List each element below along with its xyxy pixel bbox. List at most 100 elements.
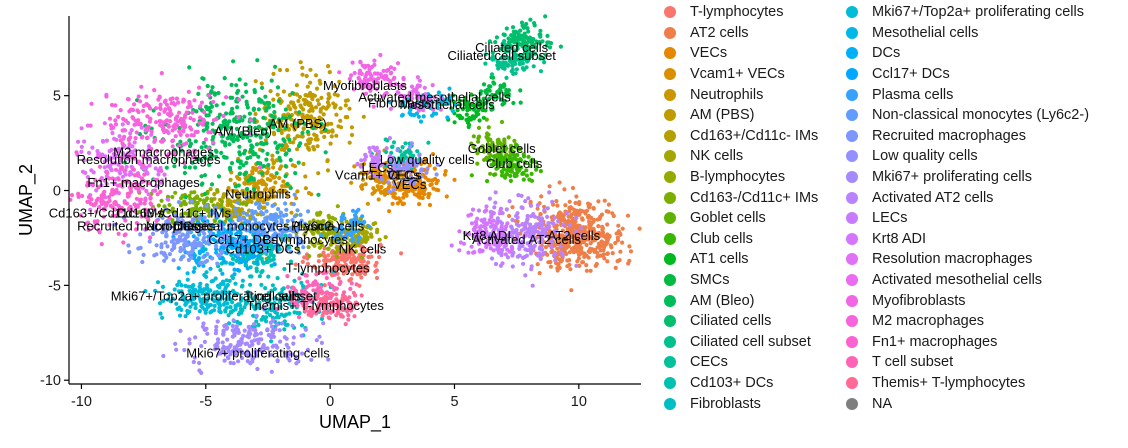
cell-point <box>427 163 432 168</box>
cell-point <box>510 63 515 68</box>
cell-point <box>230 243 235 248</box>
cell-point <box>237 150 242 155</box>
cell-point <box>359 184 364 189</box>
cell-point <box>517 246 522 251</box>
cell-point <box>522 46 527 51</box>
cell-point <box>548 41 554 46</box>
cell-point <box>185 277 190 282</box>
cell-point <box>391 187 396 192</box>
cell-point <box>336 238 341 243</box>
cell-point <box>359 255 365 260</box>
cell-point <box>206 303 211 308</box>
cell-point <box>327 215 332 220</box>
cell-point <box>616 223 621 228</box>
cell-point <box>549 250 554 255</box>
cell-point <box>255 160 260 166</box>
cell-point <box>580 209 585 214</box>
cell-point <box>481 82 487 87</box>
cell-point <box>499 46 504 52</box>
cell-point <box>493 40 498 45</box>
cell-point <box>162 228 167 233</box>
cell-point <box>278 295 283 300</box>
cell-point <box>249 199 254 204</box>
cell-point <box>147 119 152 124</box>
cell-point <box>244 194 249 199</box>
cell-point <box>216 290 221 295</box>
cell-point <box>349 125 354 130</box>
cell-point <box>164 165 169 170</box>
cell-point <box>515 211 520 216</box>
cell-point <box>181 128 186 133</box>
cell-point <box>524 168 529 173</box>
cell-point <box>231 318 236 323</box>
cell-point <box>264 186 269 192</box>
cell-point <box>264 182 269 187</box>
cell-point <box>215 261 220 266</box>
cell-point <box>182 295 187 300</box>
cell-point <box>256 124 262 129</box>
cell-point <box>271 334 277 339</box>
cell-point <box>511 100 516 106</box>
cell-point <box>159 198 164 203</box>
cell-point <box>406 186 411 191</box>
cell-point <box>254 302 259 308</box>
cell-point <box>608 243 613 248</box>
cell-point <box>187 337 192 342</box>
cell-point <box>512 162 517 168</box>
cell-point <box>527 163 533 169</box>
cell-point <box>170 96 175 101</box>
cell-point <box>261 247 266 252</box>
cell-point <box>153 223 158 228</box>
cell-point <box>487 196 492 201</box>
cell-point <box>234 189 239 194</box>
cell-point <box>159 168 164 173</box>
cell-point <box>204 122 209 127</box>
cell-point <box>256 180 261 185</box>
cell-point <box>167 113 173 118</box>
cell-point <box>242 181 248 186</box>
cell-point <box>219 198 224 203</box>
cell-point <box>248 118 253 123</box>
cell-point <box>542 60 547 65</box>
cell-point <box>530 44 535 49</box>
cell-point <box>237 144 242 149</box>
cell-point <box>187 220 192 225</box>
cell-point <box>501 167 506 172</box>
cell-point <box>252 247 257 252</box>
cell-point <box>248 155 253 160</box>
cell-point <box>561 236 567 241</box>
cell-point <box>208 187 213 192</box>
cell-point <box>125 191 130 196</box>
cell-point <box>574 194 579 199</box>
cell-point <box>285 181 290 187</box>
cell-point <box>613 240 618 246</box>
cell-point <box>510 217 515 223</box>
cell-point <box>617 258 622 263</box>
cell-point <box>261 261 266 266</box>
cell-point <box>293 121 298 126</box>
cell-point <box>316 102 321 107</box>
cell-point <box>212 192 217 197</box>
cell-point <box>279 233 284 238</box>
cell-point <box>177 305 182 310</box>
cell-point <box>89 101 94 106</box>
cell-point <box>442 172 448 177</box>
cell-point <box>503 92 508 97</box>
cell-point <box>274 296 279 301</box>
cell-point <box>409 141 414 146</box>
cell-point <box>568 239 573 245</box>
cell-point <box>245 266 250 271</box>
cell-point <box>552 251 558 257</box>
cell-point <box>272 233 277 238</box>
cell-point <box>543 14 548 19</box>
cell-point <box>152 88 157 93</box>
cell-point <box>595 250 600 255</box>
cell-point <box>504 75 509 80</box>
cell-point <box>247 124 252 129</box>
cell-point <box>198 243 203 248</box>
cell-point <box>275 85 281 90</box>
cell-point <box>213 130 218 135</box>
cell-point <box>113 103 118 108</box>
cell-point <box>221 195 226 200</box>
cell-point <box>579 245 584 250</box>
